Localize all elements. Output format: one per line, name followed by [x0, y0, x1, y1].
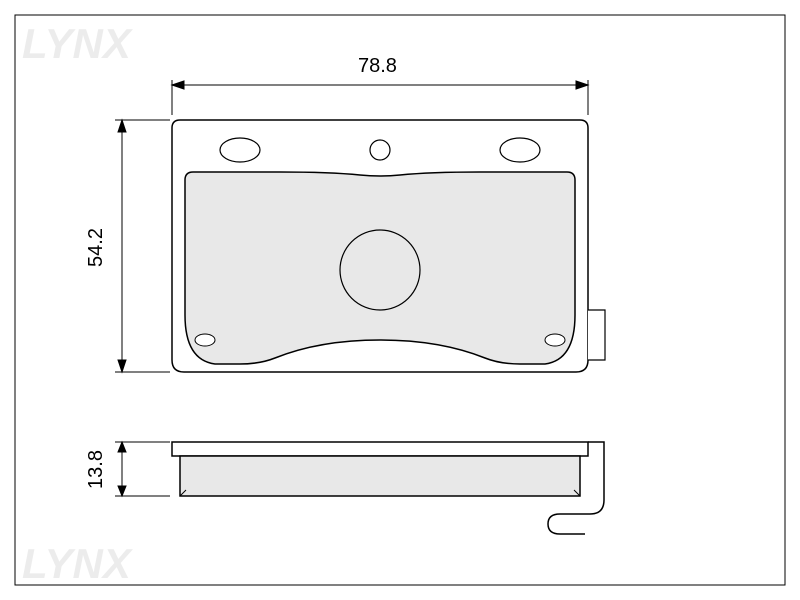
dim-height [115, 120, 170, 372]
mounting-hole-left [220, 138, 260, 162]
wear-indicator-tab [588, 310, 605, 360]
side-slot-left [195, 334, 215, 346]
technical-drawing [0, 0, 800, 600]
friction-pad [185, 172, 575, 364]
dim-width [172, 80, 588, 115]
mounting-hole-center [370, 140, 390, 160]
dim-width-label: 78.8 [358, 55, 397, 78]
dim-thickness-label: 13.8 [85, 450, 108, 489]
dim-thickness [115, 442, 170, 496]
side-view [172, 442, 604, 534]
side-slot-right [545, 334, 565, 346]
mounting-hole-right [500, 138, 540, 162]
dim-height-label: 54.2 [85, 228, 108, 267]
